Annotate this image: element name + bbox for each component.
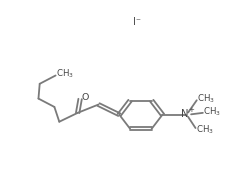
Text: CH$_3$: CH$_3$ (203, 105, 221, 118)
Text: CH$_3$: CH$_3$ (196, 123, 214, 136)
Text: O: O (82, 93, 89, 102)
Text: CH$_3$: CH$_3$ (56, 68, 74, 80)
Text: CH$_3$: CH$_3$ (197, 92, 215, 105)
Text: I⁻: I⁻ (133, 17, 141, 27)
Text: N$^+$: N$^+$ (180, 107, 196, 120)
